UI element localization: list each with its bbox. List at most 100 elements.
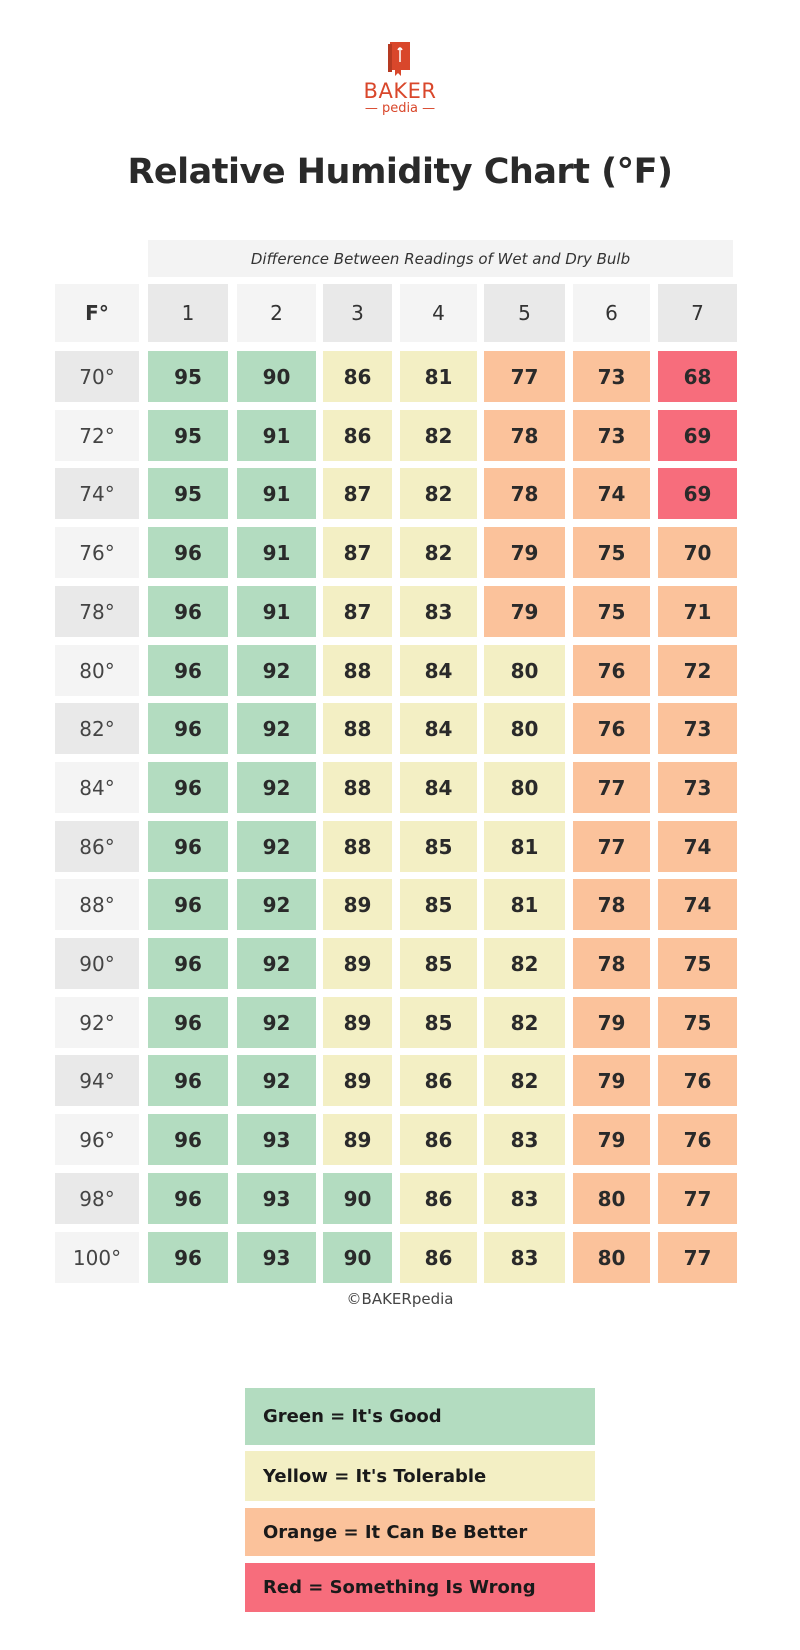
book-icon (388, 42, 410, 76)
table-cell: 89 (323, 1055, 392, 1106)
table-cell: 78 (484, 410, 565, 461)
column-header: 3 (323, 284, 392, 342)
row-label: 96° (55, 1114, 139, 1165)
table-cell: 91 (237, 410, 316, 461)
table-cell: 70 (658, 527, 737, 578)
table-cell: 75 (658, 997, 737, 1048)
table-cell: 90 (237, 351, 316, 402)
table-cell: 75 (573, 586, 650, 637)
table-cell: 96 (148, 703, 228, 754)
row-label: 70° (55, 351, 139, 402)
row-label: 72° (55, 410, 139, 461)
row-label: 98° (55, 1173, 139, 1224)
table-cell: 84 (400, 762, 477, 813)
table-cell: 77 (658, 1232, 737, 1283)
table-cell: 79 (573, 997, 650, 1048)
column-header: 2 (237, 284, 316, 342)
table-cell: 76 (658, 1055, 737, 1106)
table-cell: 73 (573, 410, 650, 461)
table-cell: 91 (237, 468, 316, 519)
table-cell: 68 (658, 351, 737, 402)
table-cell: 78 (484, 468, 565, 519)
table-cell: 74 (658, 821, 737, 872)
logo-baker-text: BAKER (363, 79, 437, 103)
row-label: 88° (55, 879, 139, 930)
table-cell: 92 (237, 645, 316, 696)
table-cell: 83 (484, 1114, 565, 1165)
row-label: 92° (55, 997, 139, 1048)
table-cell: 79 (573, 1114, 650, 1165)
table-cell: 87 (323, 468, 392, 519)
table-cell: 96 (148, 527, 228, 578)
table-cell: 73 (658, 762, 737, 813)
table-cell: 96 (148, 1173, 228, 1224)
table-cell: 76 (573, 703, 650, 754)
logo-pedia-text: — pedia — (364, 101, 436, 116)
table-cell: 85 (400, 997, 477, 1048)
table-cell: 95 (148, 410, 228, 461)
row-label: 80° (55, 645, 139, 696)
legend-item: Orange = It Can Be Better (245, 1508, 595, 1556)
row-label: 78° (55, 586, 139, 637)
table-cell: 85 (400, 938, 477, 989)
table-cell: 82 (400, 410, 477, 461)
table-cell: 76 (573, 645, 650, 696)
table-cell: 81 (484, 879, 565, 930)
table-cell: 89 (323, 879, 392, 930)
legend-item: Yellow = It's Tolerable (245, 1451, 595, 1501)
table-cell: 88 (323, 821, 392, 872)
chart-title: Relative Humidity Chart (°F) (127, 152, 673, 192)
table-cell: 93 (237, 1232, 316, 1283)
table-cell: 85 (400, 821, 477, 872)
table-cell: 85 (400, 879, 477, 930)
bakerpedia-logo: BAKER — pedia — (340, 38, 460, 116)
row-label: 94° (55, 1055, 139, 1106)
table-cell: 80 (573, 1232, 650, 1283)
table-cell: 90 (323, 1173, 392, 1224)
table-cell: 87 (323, 586, 392, 637)
table-cell: 80 (484, 762, 565, 813)
table-cell: 83 (484, 1173, 565, 1224)
table-cell: 77 (484, 351, 565, 402)
table-cell: 82 (400, 468, 477, 519)
table-cell: 90 (323, 1232, 392, 1283)
table-cell: 73 (658, 703, 737, 754)
table-cell: 91 (237, 527, 316, 578)
table-cell: 95 (148, 468, 228, 519)
table-cell: 79 (573, 1055, 650, 1106)
table-cell: 86 (323, 351, 392, 402)
table-cell: 72 (658, 645, 737, 696)
table-cell: 82 (400, 527, 477, 578)
table-cell: 91 (237, 586, 316, 637)
table-cell: 81 (400, 351, 477, 402)
table-cell: 80 (573, 1173, 650, 1224)
table-cell: 96 (148, 997, 228, 1048)
column-header: 1 (148, 284, 228, 342)
table-cell: 86 (400, 1173, 477, 1224)
table-cell: 88 (323, 762, 392, 813)
table-cell: 89 (323, 1114, 392, 1165)
table-cell: 80 (484, 645, 565, 696)
table-cell: 92 (237, 762, 316, 813)
row-label: 76° (55, 527, 139, 578)
row-label: 90° (55, 938, 139, 989)
table-cell: 86 (400, 1232, 477, 1283)
table-cell: 96 (148, 762, 228, 813)
legend-item: Green = It's Good (245, 1388, 595, 1445)
column-header: 6 (573, 284, 650, 342)
table-cell: 88 (323, 703, 392, 754)
table-cell: 77 (573, 762, 650, 813)
table-cell: 75 (573, 527, 650, 578)
column-header: 5 (484, 284, 565, 342)
table-cell: 86 (400, 1055, 477, 1106)
table-cell: 86 (400, 1114, 477, 1165)
table-cell: 96 (148, 1232, 228, 1283)
table-cell: 79 (484, 527, 565, 578)
table-cell: 89 (323, 938, 392, 989)
table-cell: 96 (148, 1114, 228, 1165)
table-cell: 93 (237, 1173, 316, 1224)
table-cell: 74 (573, 468, 650, 519)
row-label: 82° (55, 703, 139, 754)
table-cell: 96 (148, 586, 228, 637)
table-cell: 92 (237, 821, 316, 872)
